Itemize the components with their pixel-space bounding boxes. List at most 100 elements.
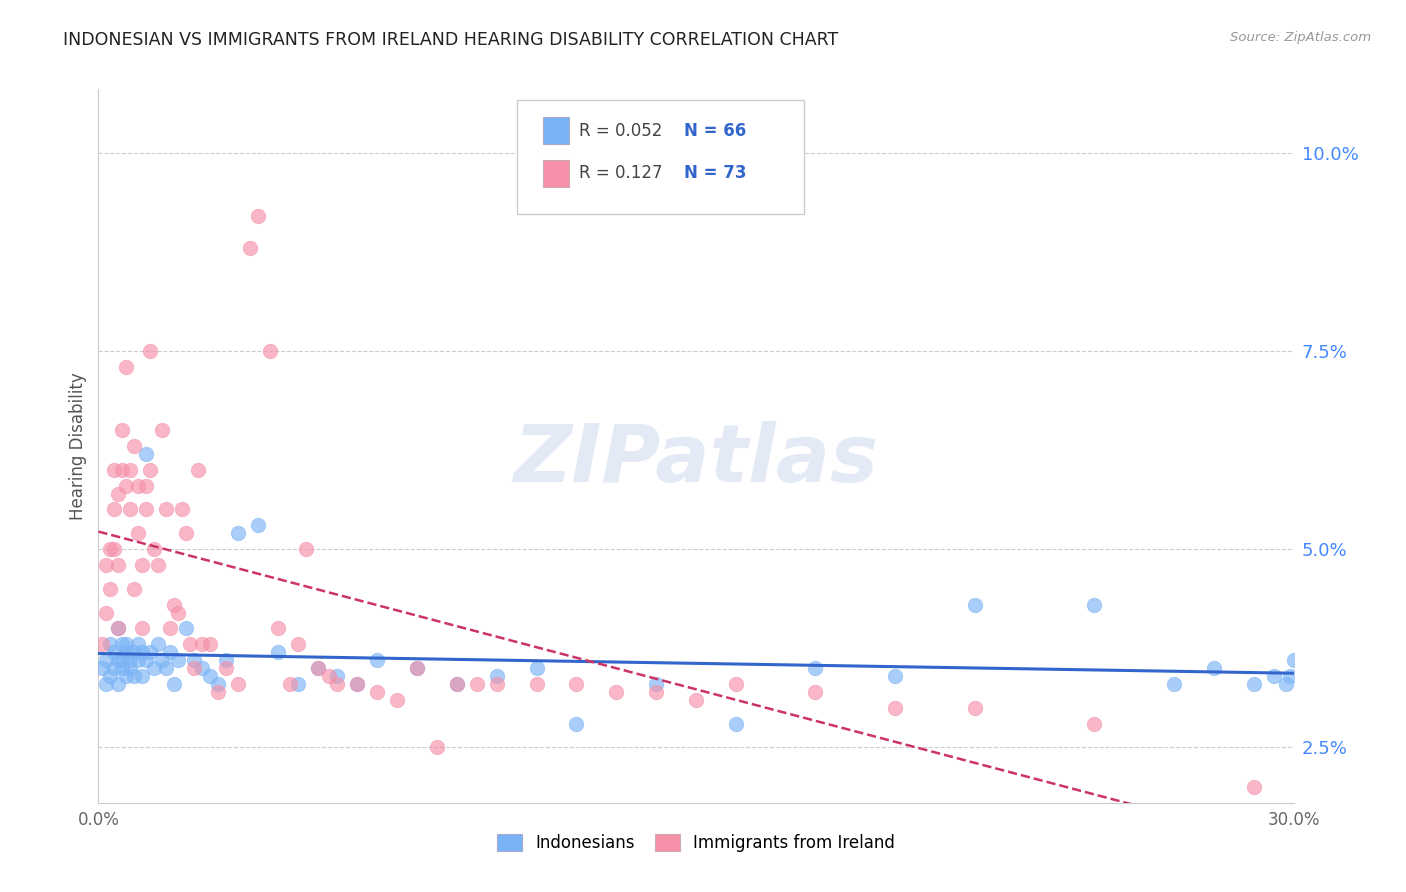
Point <box>107 653 129 667</box>
Point <box>174 621 197 635</box>
Point <box>98 542 122 557</box>
Text: INDONESIAN VS IMMIGRANTS FROM IRELAND HEARING DISABILITY CORRELATION CHART: INDONESIAN VS IMMIGRANTS FROM IRELAND HE… <box>63 31 838 49</box>
Point <box>724 716 747 731</box>
Point <box>163 598 186 612</box>
Point <box>115 669 138 683</box>
Point <box>111 661 134 675</box>
Point <box>485 669 508 683</box>
Point <box>96 558 118 572</box>
Point <box>131 669 153 683</box>
Point <box>385 692 409 706</box>
Point <box>131 558 153 572</box>
Text: ZIPatlas: ZIPatlas <box>513 421 879 500</box>
Point <box>120 653 142 667</box>
Point <box>267 645 290 659</box>
Point <box>107 486 129 500</box>
Point <box>163 677 186 691</box>
Point <box>124 439 146 453</box>
Point <box>685 692 707 706</box>
Point <box>131 645 153 659</box>
Point <box>366 685 388 699</box>
Point <box>1263 669 1285 683</box>
Point <box>115 637 138 651</box>
Point <box>155 661 177 675</box>
Point <box>107 621 129 635</box>
Point <box>191 661 214 675</box>
Point <box>226 677 249 691</box>
FancyBboxPatch shape <box>543 160 569 187</box>
Point <box>307 661 329 675</box>
Point <box>131 621 153 635</box>
Point <box>645 677 668 691</box>
Point <box>148 558 170 572</box>
Point <box>294 542 316 557</box>
Point <box>135 502 157 516</box>
Point <box>1202 661 1225 675</box>
Point <box>1278 669 1301 683</box>
Point <box>183 653 205 667</box>
Text: N = 66: N = 66 <box>685 121 747 139</box>
Point <box>246 518 269 533</box>
Point <box>148 637 170 651</box>
Point <box>191 637 214 651</box>
FancyBboxPatch shape <box>517 100 804 214</box>
Point <box>1243 677 1265 691</box>
Point <box>172 502 194 516</box>
Point <box>1243 780 1265 794</box>
Point <box>107 621 129 635</box>
Point <box>135 478 157 492</box>
Point <box>111 463 134 477</box>
Point <box>446 677 468 691</box>
Point <box>465 677 488 691</box>
Point <box>318 669 340 683</box>
Text: R = 0.052: R = 0.052 <box>579 121 662 139</box>
Point <box>326 669 349 683</box>
Point <box>98 582 122 596</box>
Point <box>645 685 668 699</box>
Point <box>287 637 309 651</box>
Point <box>526 661 548 675</box>
Point <box>111 653 134 667</box>
Point <box>565 716 588 731</box>
Point <box>115 478 138 492</box>
Point <box>1083 716 1105 731</box>
Point <box>446 677 468 691</box>
Point <box>278 677 301 691</box>
Point <box>111 423 134 437</box>
Point <box>239 241 262 255</box>
Point <box>124 645 146 659</box>
Point <box>198 637 221 651</box>
Point <box>139 645 162 659</box>
Point <box>107 677 129 691</box>
Point <box>287 677 309 691</box>
Point <box>884 669 907 683</box>
Point <box>346 677 368 691</box>
Point <box>96 606 118 620</box>
Point <box>127 526 149 541</box>
Point <box>884 700 907 714</box>
Point <box>226 526 249 541</box>
Point <box>366 653 388 667</box>
Point <box>183 661 205 675</box>
Point <box>91 661 114 675</box>
Point <box>246 209 269 223</box>
Point <box>135 653 157 667</box>
Point <box>115 359 138 374</box>
Point <box>96 677 118 691</box>
Point <box>1083 598 1105 612</box>
Point <box>127 478 149 492</box>
Point <box>215 661 238 675</box>
Point <box>267 621 290 635</box>
Point <box>139 343 162 358</box>
Point <box>406 661 429 675</box>
Point <box>115 645 138 659</box>
Point <box>103 542 125 557</box>
Point <box>155 502 177 516</box>
Point <box>150 423 173 437</box>
Legend: Indonesians, Immigrants from Ireland: Indonesians, Immigrants from Ireland <box>491 827 901 859</box>
Point <box>120 502 142 516</box>
Point <box>127 637 149 651</box>
Point <box>605 685 627 699</box>
Point <box>207 685 229 699</box>
Point <box>143 542 166 557</box>
